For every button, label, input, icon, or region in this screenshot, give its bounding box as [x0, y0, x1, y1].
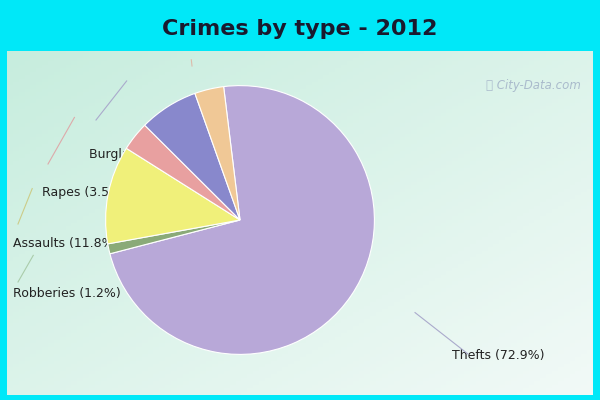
Wedge shape: [106, 148, 240, 244]
Text: Rapes (3.5%): Rapes (3.5%): [43, 186, 127, 199]
Text: Burglaries (7.1%): Burglaries (7.1%): [89, 148, 199, 161]
Wedge shape: [110, 86, 374, 354]
Text: Auto thefts (3.5%): Auto thefts (3.5%): [183, 102, 298, 114]
Wedge shape: [195, 87, 240, 220]
Text: Assaults (11.8%): Assaults (11.8%): [13, 237, 119, 250]
Text: ⓘ City-Data.com: ⓘ City-Data.com: [486, 79, 581, 92]
Text: Robberies (1.2%): Robberies (1.2%): [13, 287, 121, 300]
Text: Thefts (72.9%): Thefts (72.9%): [452, 349, 545, 362]
Wedge shape: [127, 125, 240, 220]
Wedge shape: [145, 93, 240, 220]
Wedge shape: [108, 220, 240, 254]
Text: Crimes by type - 2012: Crimes by type - 2012: [163, 19, 437, 39]
